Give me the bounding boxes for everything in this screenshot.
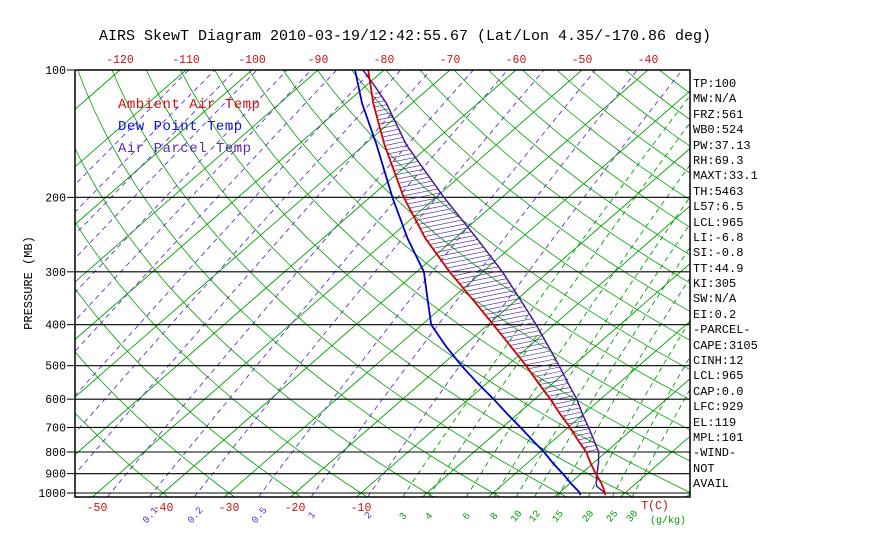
svg-text:15: 15 (551, 509, 567, 525)
stat-line: MW:N/A (693, 92, 737, 107)
stat-line: SI:-0.8 (693, 246, 744, 261)
svg-text:1000: 1000 (38, 488, 66, 501)
legend-item-2: Air Parcel Temp (118, 141, 252, 157)
mixing-unit-label: (g/kg) (650, 515, 686, 527)
stat-line: TH:5463 (693, 184, 744, 199)
stat-line: FRZ:561 (693, 107, 744, 122)
svg-text:-50: -50 (572, 54, 593, 67)
svg-text:700: 700 (45, 422, 66, 435)
svg-text:100: 100 (45, 65, 66, 78)
stat-line: EI:0.2 (693, 307, 737, 322)
svg-text:2: 2 (363, 510, 375, 522)
stat-line: -PARCEL- (693, 323, 751, 338)
svg-text:6: 6 (461, 511, 473, 523)
svg-text:800: 800 (45, 447, 66, 460)
svg-text:900: 900 (45, 469, 66, 482)
svg-text:0.2: 0.2 (186, 506, 206, 527)
svg-text:-100: -100 (238, 54, 266, 67)
svg-text:300: 300 (45, 267, 66, 280)
isotherm-lines (75, 70, 690, 497)
stat-line: LCL:965 (693, 215, 744, 230)
mixing-ratio-lines-purple (75, 70, 683, 497)
stat-line: TT:44.9 (693, 261, 744, 276)
svg-text:-10: -10 (351, 502, 372, 515)
svg-text:-70: -70 (440, 54, 461, 67)
stat-line: MAXT:33.1 (693, 169, 758, 184)
dewpoint-curve (354, 70, 582, 496)
stat-line: CAP:0.0 (693, 384, 744, 399)
svg-text:-40: -40 (638, 54, 659, 67)
svg-text:-60: -60 (506, 54, 527, 67)
plot-frame (74, 69, 691, 498)
svg-text:-40: -40 (153, 502, 174, 515)
svg-text:-110: -110 (172, 54, 200, 67)
svg-text:25: 25 (605, 509, 621, 525)
svg-text:8: 8 (489, 511, 501, 523)
svg-text:-90: -90 (308, 54, 329, 67)
svg-text:12: 12 (528, 509, 544, 525)
stat-line: PW:37.13 (693, 138, 751, 153)
stat-line: LCL:965 (693, 369, 744, 384)
svg-text:-120: -120 (106, 54, 134, 67)
svg-text:0.5: 0.5 (250, 506, 270, 527)
svg-text:-50: -50 (87, 502, 108, 515)
stat-line: LI:-6.8 (693, 230, 744, 245)
svg-text:3: 3 (398, 511, 410, 523)
svg-text:-30: -30 (219, 502, 240, 515)
svg-text:10: 10 (509, 509, 525, 525)
svg-text:500: 500 (45, 361, 66, 374)
ambient-temp-curve (367, 70, 607, 496)
svg-text:600: 600 (45, 394, 66, 407)
svg-text:-20: -20 (285, 502, 306, 515)
stat-line: SW:N/A (693, 292, 737, 307)
svg-text:30: 30 (625, 509, 641, 525)
stat-line: MPL:101 (693, 430, 744, 445)
legend-item-1: Dew Point Temp (118, 119, 243, 135)
stat-line: KI:305 (693, 277, 737, 292)
stat-line: LFC:929 (693, 400, 744, 415)
svg-text:400: 400 (45, 320, 66, 333)
chart-title: AIRS SkewT Diagram 2010-03-19/12:42:55.6… (98, 28, 712, 45)
pressure-axis-label: PRESSURE (MB) (22, 236, 36, 330)
stats-panel: TP:100 MW:N/A FRZ:561 WB0:524 PW:37.13 RH:69.… (693, 77, 868, 493)
stat-line: TP:100 (693, 77, 737, 91)
stat-line: WB0:524 (693, 123, 744, 138)
stat-line: L57:6.5 (693, 200, 744, 215)
stat-line: AVAIL (693, 477, 730, 492)
sounding-curves (354, 70, 607, 496)
stat-line: CINH:12 (693, 354, 744, 369)
svg-text:-80: -80 (374, 54, 395, 67)
svg-text:4: 4 (424, 511, 436, 523)
legend-item-0: Ambient Air Temp (118, 97, 260, 113)
svg-text:20: 20 (581, 509, 597, 525)
svg-text:200: 200 (45, 192, 66, 205)
stat-line: -WIND- (693, 446, 737, 461)
svg-text:1: 1 (307, 510, 319, 522)
stat-line: EL:119 (693, 415, 737, 430)
stat-line: CAPE:3105 (693, 338, 758, 353)
legend: Ambient Air Temp Dew Point Temp Air Parcel… (118, 97, 260, 157)
temp-unit-label: T(C) (641, 500, 669, 513)
stat-line: NOT (693, 461, 715, 476)
stat-line: RH:69.3 (693, 153, 744, 168)
